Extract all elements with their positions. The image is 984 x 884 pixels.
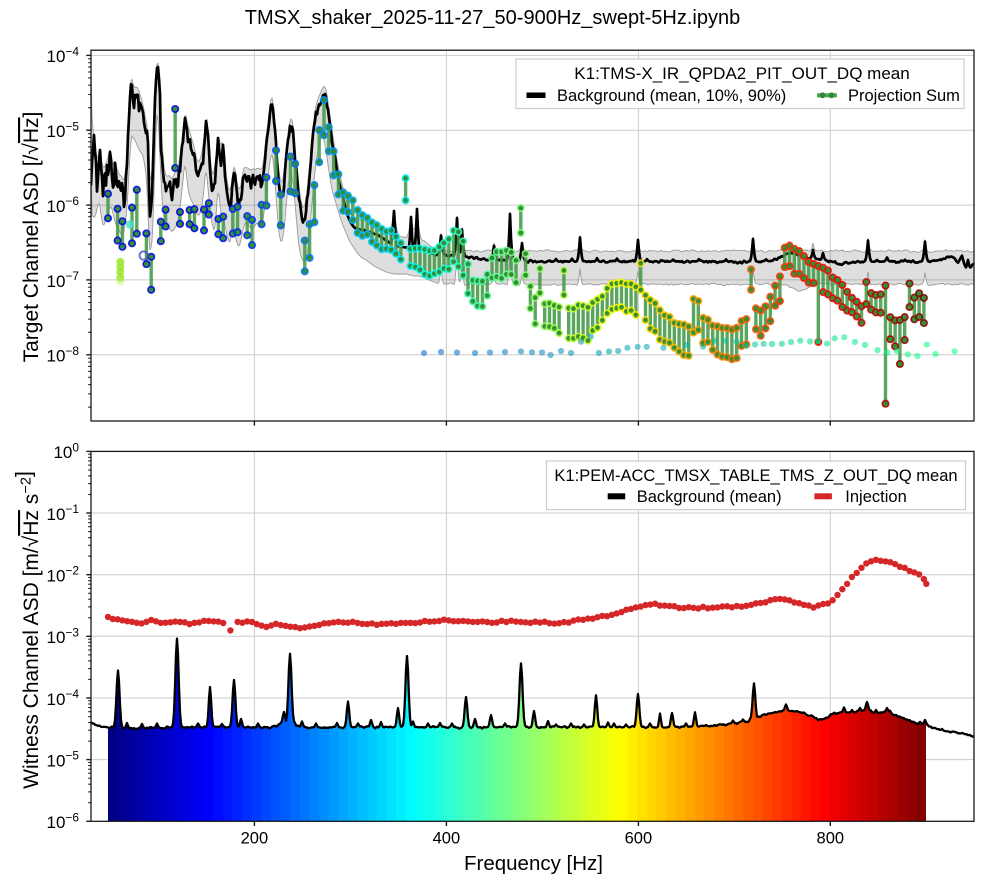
- svg-text:Injection: Injection: [845, 488, 906, 506]
- svg-text:Background (mean, 10%, 90%): Background (mean, 10%, 90%): [557, 87, 786, 105]
- svg-text:400: 400: [433, 830, 461, 848]
- svg-text:Frequency [Hz]: Frequency [Hz]: [464, 852, 603, 875]
- svg-text:Background (mean): Background (mean): [637, 488, 782, 506]
- svg-text:Target Channel ASD [/√Hz]: Target Channel ASD [/√Hz]: [20, 112, 43, 363]
- svg-text:600: 600: [625, 830, 653, 848]
- svg-text:K1:TMS-X_IR_QPDA2_PIT_OUT_DQ m: K1:TMS-X_IR_QPDA2_PIT_OUT_DQ mean: [574, 64, 909, 83]
- svg-text:200: 200: [241, 830, 269, 848]
- svg-text:800: 800: [817, 830, 845, 848]
- svg-text:K1:PEM-ACC_TMSX_TABLE_TMS_Z_OU: K1:PEM-ACC_TMSX_TABLE_TMS_Z_OUT_DQ mean: [554, 467, 957, 485]
- svg-text:Projection Sum: Projection Sum: [848, 87, 960, 105]
- svg-text:TMSX_shaker_2025-11-27_50-900H: TMSX_shaker_2025-11-27_50-900Hz_swept-5H…: [245, 7, 740, 29]
